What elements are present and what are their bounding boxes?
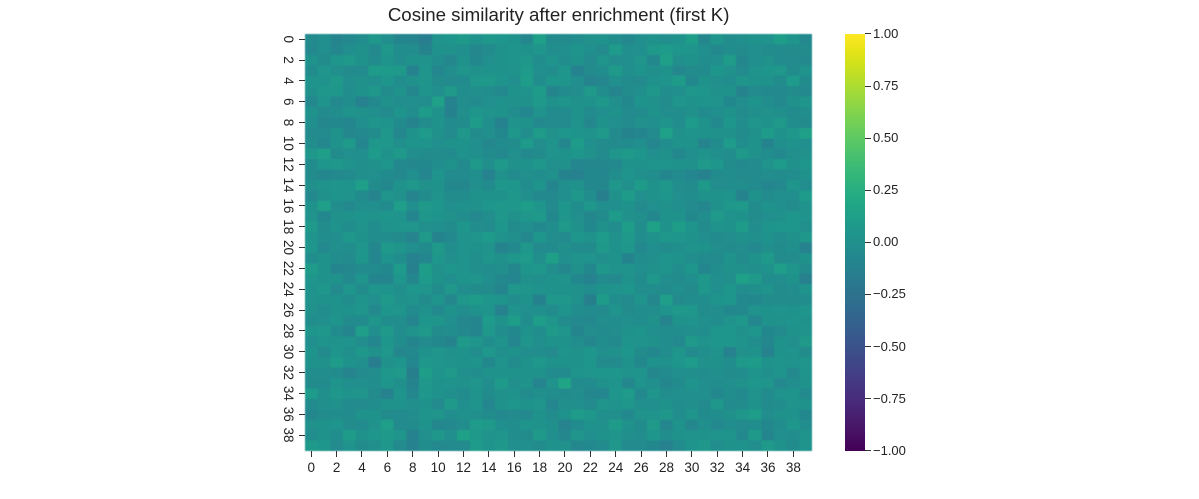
svg-text:34: 34: [281, 386, 296, 402]
svg-text:16: 16: [281, 198, 296, 213]
svg-text:2: 2: [281, 56, 296, 64]
svg-text:26: 26: [281, 303, 296, 318]
svg-text:24: 24: [281, 282, 296, 298]
svg-text:8: 8: [281, 119, 296, 127]
svg-text:20: 20: [281, 240, 296, 255]
svg-text:14: 14: [281, 178, 296, 194]
svg-text:18: 18: [281, 219, 296, 234]
svg-text:36: 36: [281, 407, 296, 422]
svg-text:0: 0: [281, 35, 296, 43]
svg-text:28: 28: [281, 323, 296, 338]
svg-text:4: 4: [281, 77, 296, 85]
svg-text:12: 12: [281, 157, 296, 172]
svg-text:10: 10: [281, 136, 296, 151]
svg-text:6: 6: [281, 98, 296, 106]
svg-text:22: 22: [281, 261, 296, 276]
svg-text:32: 32: [281, 365, 296, 380]
svg-text:30: 30: [281, 344, 296, 359]
svg-text:38: 38: [281, 428, 296, 443]
